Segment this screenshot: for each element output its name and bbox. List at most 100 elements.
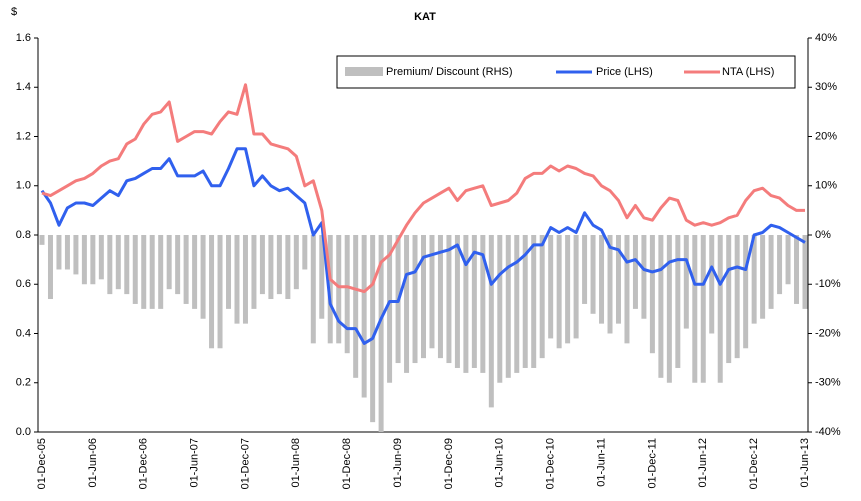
x-tick-label: 01-Jun-13 (799, 438, 811, 488)
bar (158, 235, 164, 309)
bar (217, 235, 223, 349)
bar (192, 235, 198, 309)
bar (259, 235, 265, 295)
y2-tick-label: 30% (815, 81, 837, 93)
bar (421, 235, 426, 359)
y2-tick-label: 40% (815, 32, 837, 44)
bar (556, 235, 562, 349)
x-tick-label: 01-Jun-08 (290, 438, 302, 488)
bar (209, 235, 215, 349)
bar (319, 235, 325, 319)
bar (412, 235, 418, 364)
y2-tick-label: 20% (815, 130, 837, 142)
bar (548, 235, 554, 339)
bar (607, 235, 613, 334)
x-tick-label: 01-Dec-10 (545, 438, 557, 489)
x-tick-label: 01-Dec-11 (646, 438, 658, 489)
bar (276, 235, 282, 295)
bar (39, 235, 45, 245)
y2-tick-label: -10% (815, 278, 841, 290)
bar (497, 235, 503, 383)
bar (310, 235, 316, 344)
bar (683, 235, 689, 329)
bar (370, 235, 376, 423)
bar (361, 235, 367, 398)
bar (717, 235, 723, 383)
bar (649, 235, 655, 354)
bar (64, 235, 70, 270)
line (41, 83, 805, 294)
bar (226, 235, 232, 309)
y-tick-label: 0.0 (16, 426, 31, 438)
y2-tick-label: -30% (815, 377, 841, 389)
bar (463, 235, 469, 373)
bar (404, 235, 410, 373)
x-tick-label: 01-Jun-10 (494, 438, 506, 488)
bar (47, 235, 53, 300)
y2-tick-label: 0% (815, 229, 831, 241)
bar (573, 235, 579, 339)
bar (166, 235, 172, 290)
bar (336, 235, 342, 344)
bar (565, 235, 571, 344)
bar (471, 235, 477, 368)
bar (615, 235, 621, 324)
x-tick-label: 01-Dec-08 (341, 438, 353, 489)
bar (353, 235, 359, 378)
legend-swatch (345, 67, 383, 76)
bar (692, 235, 698, 383)
bar (437, 235, 443, 359)
bar (141, 235, 147, 309)
chart-title: KAT (414, 11, 436, 23)
bar (675, 235, 681, 368)
y-tick-label: 0.4 (16, 327, 31, 339)
bar (149, 235, 155, 309)
y-tick-label: 1.0 (16, 180, 31, 192)
bar (115, 235, 121, 290)
bar (590, 235, 596, 314)
y-tick-label: 1.4 (16, 81, 31, 93)
bar (200, 235, 206, 319)
bar (632, 235, 638, 309)
bar (709, 235, 715, 334)
bar (505, 235, 511, 378)
bar (582, 235, 588, 304)
bar (73, 235, 79, 275)
bar (268, 235, 274, 300)
bar (743, 235, 749, 349)
legend-label: Premium/ Discount (RHS) (386, 66, 513, 78)
bar (56, 235, 62, 270)
bar (175, 235, 181, 295)
y-tick-label: 0.2 (16, 377, 31, 389)
bar (531, 235, 537, 368)
bar (488, 235, 494, 408)
y-tick-label: 0.8 (16, 229, 31, 241)
bar (446, 235, 452, 364)
bar (234, 235, 240, 324)
x-tick-label: 01-Jun-07 (189, 438, 201, 488)
bar (785, 235, 791, 285)
y-tick-label: 1.2 (16, 130, 31, 142)
bar (132, 235, 138, 304)
bar (90, 235, 96, 285)
y-axis-label: $ (11, 6, 17, 18)
bar (285, 235, 291, 300)
bar (760, 235, 766, 319)
bar (480, 235, 486, 373)
bar (302, 235, 308, 270)
y2-tick-label: -20% (815, 327, 841, 339)
bar (454, 235, 460, 368)
bar (327, 235, 333, 344)
bar (251, 235, 257, 309)
y2-tick-label: 10% (815, 180, 837, 192)
x-tick-label: 01-Dec-07 (239, 438, 251, 489)
bar (387, 235, 393, 383)
bar (344, 235, 350, 354)
bar (624, 235, 630, 344)
x-tick-label: 01-Dec-06 (138, 438, 150, 489)
bar (293, 235, 299, 290)
y2-tick-label: -40% (815, 426, 841, 438)
bar (539, 235, 545, 359)
bar (751, 235, 757, 324)
